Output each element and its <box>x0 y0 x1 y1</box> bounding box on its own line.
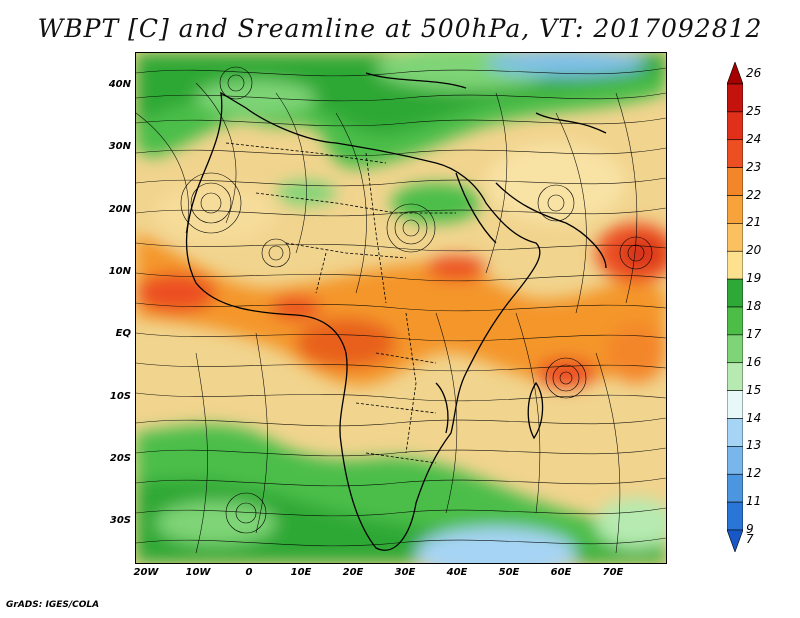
map-panel <box>135 52 667 564</box>
lon-label-70e: 70E <box>602 567 624 578</box>
lat-label-30n: 30N <box>108 141 131 152</box>
colorbar-swatch <box>727 362 743 391</box>
lat-label-10s: 10S <box>109 391 131 402</box>
colorbar-tick-label: 26 <box>746 66 762 81</box>
lon-label-30e: 30E <box>394 567 416 578</box>
colorbar-swatch <box>727 501 743 531</box>
colorbar-tick-label: 25 <box>746 103 762 118</box>
colorbar-swatch <box>727 418 743 447</box>
colorbar-swatch <box>727 223 743 252</box>
colorbar-tick-label: 16 <box>746 354 762 369</box>
colorbar-tick-label: 19 <box>746 271 762 286</box>
colorbar-tick-label: 21 <box>746 215 762 230</box>
colorbar-swatch <box>727 139 743 168</box>
streamlines <box>136 67 666 554</box>
colorbar-swatch <box>727 446 743 475</box>
lon-label-40e: 40E <box>446 567 468 578</box>
colorbar-tick-label: 12 <box>746 466 762 481</box>
lat-label-20n: 20N <box>108 204 131 215</box>
colorbar-swatch <box>727 278 743 308</box>
coastlines <box>185 72 607 551</box>
lon-label-10w: 10W <box>185 567 211 578</box>
colorbar-tick-label: 22 <box>746 187 762 202</box>
colorbar-swatch <box>727 473 743 503</box>
colorbar-swatch <box>727 529 743 552</box>
footer-credit: GrADS: IGES/COLA <box>6 600 100 610</box>
lat-label-10n: 10N <box>108 266 131 277</box>
lon-label-10e: 10E <box>290 567 312 578</box>
lat-label-20s: 20S <box>109 453 131 464</box>
lat-label-eq: EQ <box>115 328 131 339</box>
colorbar-tick-label: 20 <box>746 243 762 258</box>
colorbar <box>727 62 743 552</box>
colorbar-swatch <box>727 390 743 419</box>
lon-label-60e: 60E <box>550 567 572 578</box>
colorbar-swatch <box>727 250 743 280</box>
colorbar-tick-label: 14 <box>746 410 762 425</box>
map-title: WBPT [C] and Sreamline at 500hPa, VT: 20… <box>37 14 763 43</box>
lon-label-20w: 20W <box>133 567 159 578</box>
colorbar-tick-label: 17 <box>746 326 762 341</box>
lon-label-0: 0 <box>245 567 253 578</box>
lat-label-30s: 30S <box>109 515 131 526</box>
colorbar-tick-label: 7 <box>746 531 754 546</box>
colorbar-swatch <box>727 62 743 85</box>
lon-label-50e: 50E <box>498 567 520 578</box>
colorbar-tick-label: 9 <box>746 522 754 536</box>
colorbar-swatch <box>727 334 743 364</box>
lat-label-40n: 40N <box>108 79 131 90</box>
colorbar-swatch <box>727 195 743 224</box>
colorbar-tick-label: 18 <box>746 299 762 313</box>
colorbar-tick-label: 13 <box>746 438 762 453</box>
colorbar-swatch <box>727 83 743 113</box>
colorbar-swatch <box>727 306 743 336</box>
colorbar-tick-label: 23 <box>746 159 762 174</box>
colorbar-swatch <box>727 167 743 196</box>
vortices <box>180 66 653 534</box>
lon-label-20e: 20E <box>342 567 364 578</box>
colorbar-tick-label: 24 <box>746 131 762 146</box>
wbpt-field <box>136 53 666 563</box>
colorbar-tick-label: 15 <box>746 382 762 397</box>
colorbar-swatch <box>727 111 743 141</box>
colorbar-tick-label: 11 <box>746 494 762 509</box>
